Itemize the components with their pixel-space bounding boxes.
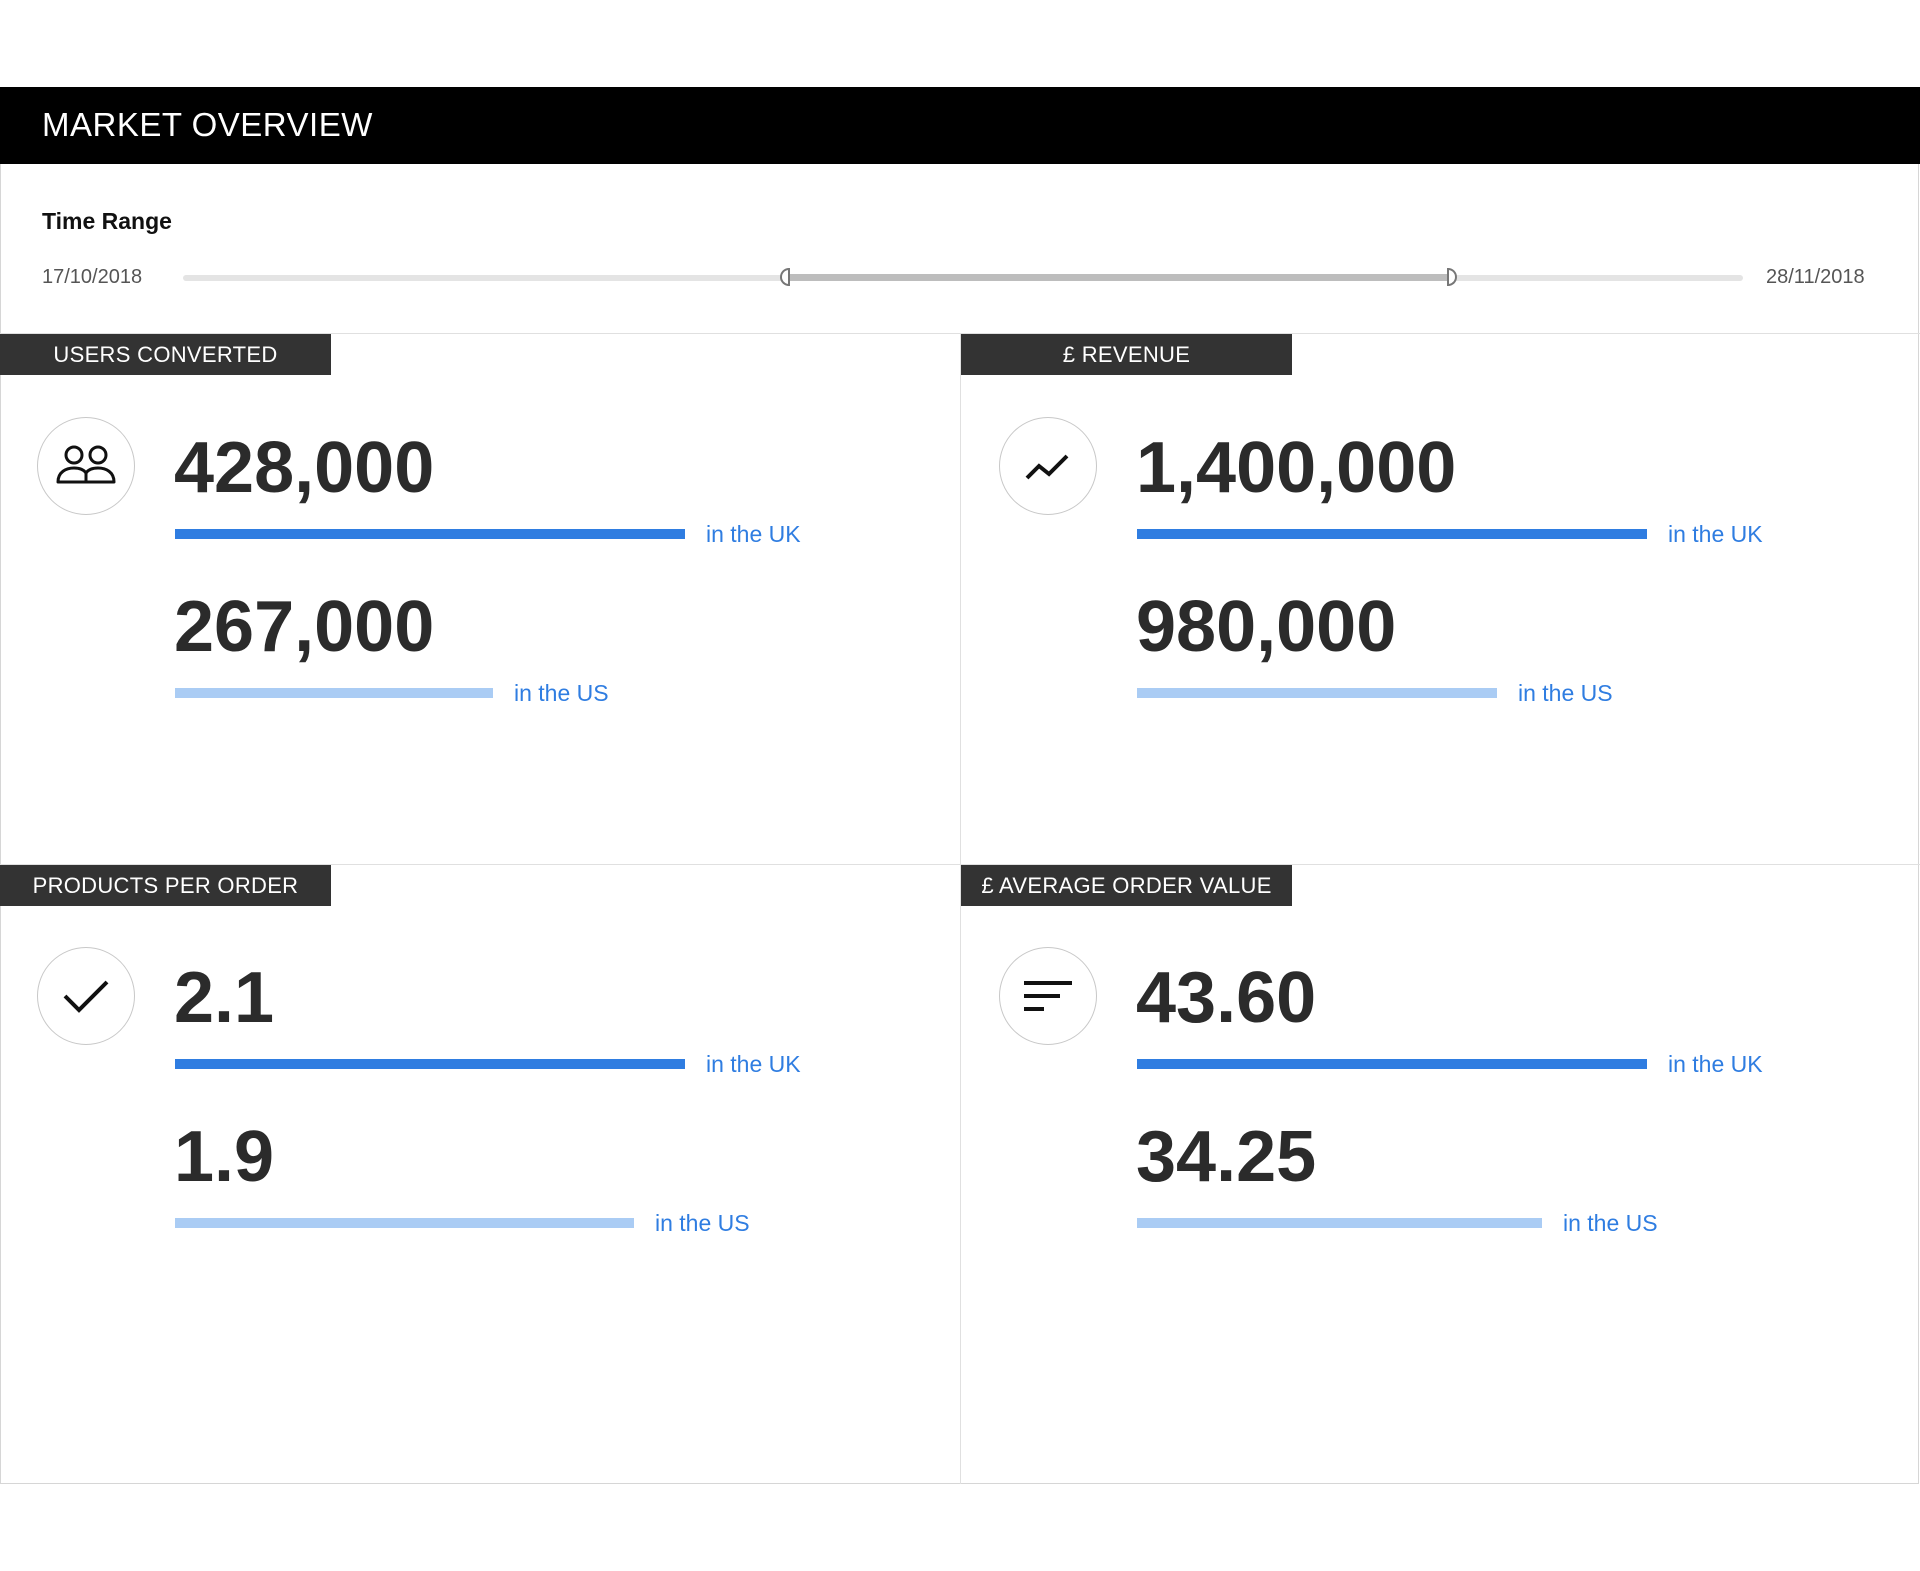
time-range-end-date: 28/11/2018: [1766, 266, 1865, 288]
us-label: in the US: [655, 1210, 750, 1236]
time-range-start-handle[interactable]: [780, 268, 790, 286]
header-bar: MARKET OVERVIEW: [0, 87, 1920, 164]
users-icon: [37, 417, 135, 515]
panel-title: £ REVENUE: [961, 334, 1292, 375]
us-label: in the US: [1563, 1210, 1658, 1236]
uk-label: in the UK: [706, 1051, 801, 1077]
panel-revenue: £ REVENUE 1,400,000 in the UK 980,000 in…: [961, 334, 1920, 864]
dashboard-frame: [0, 87, 1919, 1484]
time-range-end-handle[interactable]: [1447, 268, 1457, 286]
uk-value: 2.1: [174, 958, 275, 1038]
uk-value: 428,000: [174, 428, 435, 508]
uk-label: in the UK: [706, 521, 801, 547]
uk-bar: [175, 1059, 685, 1069]
us-bar: [175, 688, 493, 698]
time-range-slider-selection: [784, 274, 1453, 281]
panel-title: USERS CONVERTED: [0, 334, 331, 375]
us-bar: [175, 1218, 634, 1228]
panel-average-order-value: £ AVERAGE ORDER VALUE 43.60 in the UK 34…: [961, 865, 1920, 1484]
time-range-section: Time Range 17/10/2018 28/11/2018: [0, 164, 1920, 334]
uk-label: in the UK: [1668, 1051, 1763, 1077]
panel-products-per-order: PRODUCTS PER ORDER 2.1 in the UK 1.9 in …: [0, 865, 960, 1484]
checkmark-icon: [37, 947, 135, 1045]
time-range-label: Time Range: [42, 208, 172, 234]
us-value: 1.9: [174, 1117, 275, 1197]
us-value: 34.25: [1136, 1117, 1317, 1197]
trending-up-icon: [999, 417, 1097, 515]
uk-label: in the UK: [1668, 521, 1763, 547]
panel-users-converted: USERS CONVERTED 428,000 in the UK 267,00…: [0, 334, 960, 864]
us-bar: [1137, 1218, 1542, 1228]
time-range-start-date: 17/10/2018: [42, 266, 143, 288]
uk-value: 1,400,000: [1136, 428, 1457, 508]
uk-bar: [175, 529, 685, 539]
panel-title: £ AVERAGE ORDER VALUE: [961, 865, 1292, 906]
us-value: 267,000: [174, 587, 435, 667]
us-value: 980,000: [1136, 587, 1397, 667]
us-label: in the US: [1518, 680, 1613, 706]
panel-horizontal-divider: [0, 864, 1920, 865]
uk-value: 43.60: [1136, 958, 1317, 1038]
sort-icon: [999, 947, 1097, 1045]
panel-title: PRODUCTS PER ORDER: [0, 865, 331, 906]
uk-bar: [1137, 529, 1647, 539]
us-bar: [1137, 688, 1497, 698]
uk-bar: [1137, 1059, 1647, 1069]
page-title: MARKET OVERVIEW: [42, 106, 373, 143]
panel-vertical-divider: [960, 334, 961, 1484]
us-label: in the US: [514, 680, 609, 706]
